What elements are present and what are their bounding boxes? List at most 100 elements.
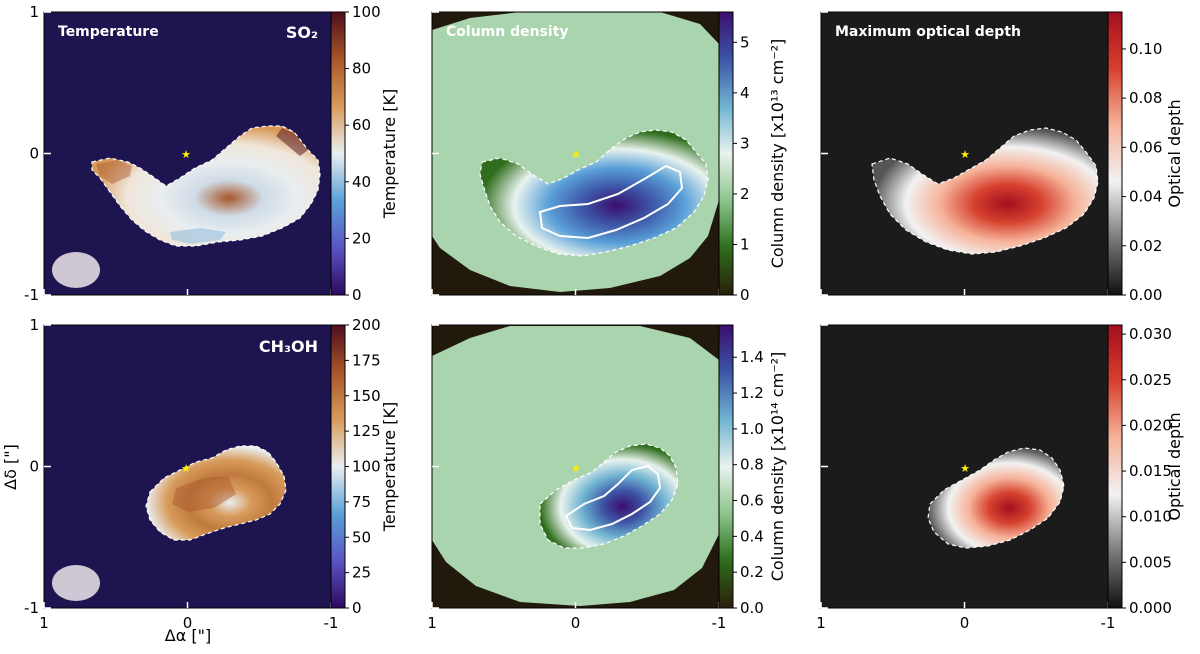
colorbar-tick-label: 0.020 (1129, 416, 1172, 434)
map-background (432, 326, 719, 606)
x-tick-label: 0 (571, 614, 581, 632)
y-tick-label: -1 (24, 286, 39, 304)
colorbar-tick-label: 20 (352, 229, 371, 247)
contour-line (927, 447, 1065, 549)
colorbar-tick-label: 0.04 (1129, 188, 1162, 206)
contour-line (871, 127, 1099, 255)
colorbar-tick-label: 1.4 (740, 348, 764, 366)
star-marker: ★ (960, 462, 970, 475)
colorbar-tick-label: 0.6 (740, 492, 764, 510)
x-tick-label: -1 (324, 614, 339, 632)
colorbar (330, 11, 346, 296)
panel-title: Temperature (58, 24, 159, 40)
emission-texture-warm (172, 476, 236, 512)
contour-line (539, 443, 679, 549)
colorbar-tick-label: 2 (740, 185, 750, 203)
colorbar-tick-label: 0.2 (740, 563, 764, 581)
colorbar-tick-label: 0.000 (1129, 599, 1172, 617)
colorbar-tick-label: 50 (352, 528, 371, 546)
x-tick-label: 0 (183, 614, 193, 632)
y-tick-label: -1 (24, 599, 39, 617)
y-tick-label: 1 (29, 3, 39, 21)
x-tick-label: 0 (960, 614, 970, 632)
colorbar-tick-label: 80 (352, 60, 371, 78)
emission-region (480, 130, 708, 256)
colorbar-tick-label: 5 (740, 33, 750, 51)
emission-texture-warm (96, 160, 132, 184)
x-tick-label: -1 (1101, 614, 1116, 632)
star-marker: ★ (181, 462, 191, 475)
colorbar-tick-label: 1.0 (740, 420, 764, 438)
emission-region (928, 448, 1064, 548)
colorbar-label: Column density [x10¹⁴ cm⁻²] (768, 352, 787, 582)
star-marker: ★ (571, 148, 581, 161)
colorbar-tick-label: 0.4 (740, 527, 764, 545)
contour-line (91, 125, 321, 247)
colorbar-tick-label: 25 (352, 564, 371, 582)
beam-ellipse (52, 565, 100, 601)
panel-so2-temperature: ★ Temperature SO₂ (43, 11, 332, 296)
colorbar-tick-label: 0.08 (1129, 89, 1162, 107)
colorbar-tick-label: 125 (352, 422, 381, 440)
colorbar-tick-label: 0 (352, 599, 362, 617)
colorbar-label: Optical depth (1165, 99, 1184, 207)
contour-line (145, 445, 287, 541)
colorbar-label: Column density [x10¹³ cm⁻²] (768, 39, 787, 269)
emission-region (540, 444, 678, 548)
colorbar-label: Temperature [K] (380, 89, 399, 219)
y-tick-label: 1 (29, 316, 39, 334)
emission-texture-cool (170, 228, 226, 244)
colorbar-tick-label: 100 (352, 458, 381, 476)
colorbar-tick-label: 0.005 (1129, 553, 1172, 571)
colorbar-tick-label: 0.00 (1129, 286, 1162, 304)
colorbar-tick-label: 0 (740, 286, 750, 304)
colorbar-tick-label: 150 (352, 387, 381, 405)
colorbar-tick-label: 75 (352, 493, 371, 511)
y-tick-label: 0 (29, 145, 39, 163)
colorbar-tick-label: 40 (352, 173, 371, 191)
star-marker: ★ (181, 148, 191, 161)
colorbar-tick-label: 0.030 (1129, 325, 1172, 343)
colorbar-tick-label: 0.10 (1129, 40, 1162, 58)
colorbar-label: Temperature [K] (380, 402, 399, 532)
contour-line (564, 464, 662, 532)
y-axis-label: Δδ ["] (1, 444, 20, 490)
colorbar-tick-label: 0.010 (1129, 508, 1172, 526)
colorbar-tick-label: 0.8 (740, 456, 764, 474)
colorbar-tick-label: 0.02 (1129, 237, 1162, 255)
emission-region (92, 126, 320, 246)
x-axis-label: Δα ["] (165, 626, 211, 645)
colorbar-tick-label: 4 (740, 84, 750, 102)
panel-ch3oh-optical-depth: ★ (820, 324, 1109, 609)
molecule-label: SO₂ (286, 23, 318, 42)
beam-ellipse (52, 252, 100, 288)
colorbar-tick-label: 0.06 (1129, 138, 1162, 156)
colorbar (1107, 324, 1123, 609)
x-tick-label: 1 (816, 614, 826, 632)
colorbar-tick-label: 1.2 (740, 384, 764, 402)
colorbar-tick-label: 175 (352, 351, 381, 369)
star-marker: ★ (571, 462, 581, 475)
star-marker: ★ (960, 148, 970, 161)
x-tick-label: 1 (427, 614, 437, 632)
colorbar-tick-label: 200 (352, 316, 381, 334)
y-tick-label: 0 (29, 458, 39, 476)
panel-title: Column density (446, 24, 569, 40)
x-tick-label: -1 (712, 614, 727, 632)
colorbar-tick-label: 0.0 (740, 599, 764, 617)
colorbar (1107, 11, 1123, 296)
colorbar (330, 324, 346, 609)
contour-line (538, 164, 684, 240)
emission-region (872, 128, 1098, 254)
contour-line (479, 129, 709, 257)
panel-so2-optical-depth: ★ Maximum optical depth (820, 11, 1109, 296)
panel-title: Maximum optical depth (835, 24, 1021, 40)
colorbar-tick-label: 1 (740, 235, 750, 253)
colorbar-label: Optical depth (1165, 412, 1184, 520)
emission-texture-warm (276, 128, 308, 156)
colorbar-tick-label: 0 (352, 286, 362, 304)
panel-ch3oh-temperature: ★ CH₃OH (43, 324, 332, 609)
colorbar (718, 11, 734, 296)
